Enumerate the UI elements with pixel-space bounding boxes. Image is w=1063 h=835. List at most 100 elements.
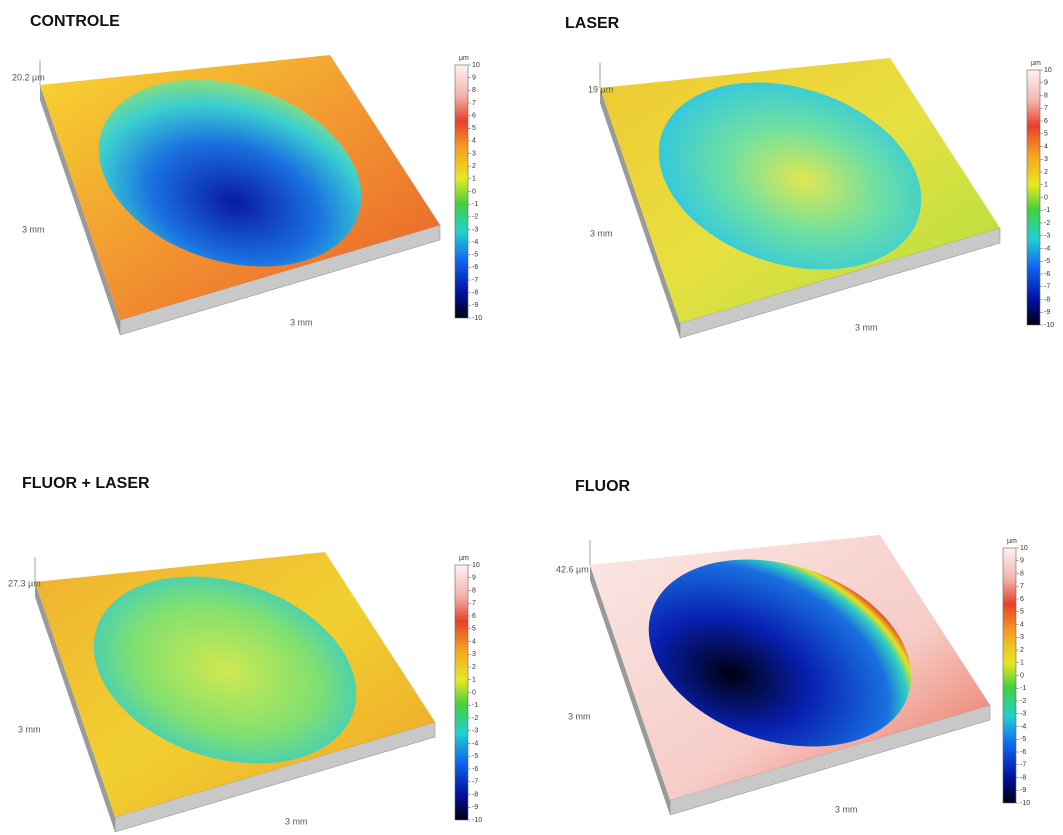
y-axis-label: 3 mm: [22, 224, 45, 234]
colorbar-unit: µm: [1007, 538, 1017, 545]
colorbar-tick-label: 5: [1020, 609, 1024, 616]
colorbar-tick-label: 5: [472, 125, 476, 132]
x-axis-label: 3 mm: [285, 816, 308, 826]
colorbar-tick-label: -6: [1020, 749, 1026, 756]
colorbar-tick-label: -8: [1044, 296, 1050, 303]
colorbar-tick-label: -7: [1020, 762, 1026, 769]
colorbar-tick-label: -5: [1044, 258, 1050, 265]
colorbar-tick-label: 0: [472, 188, 476, 195]
colorbar-tick-label: -6: [472, 766, 478, 773]
colorbar-tick-label: 10: [1044, 67, 1052, 74]
colorbar-tick-label: -4: [472, 239, 478, 246]
colorbar-tick-label: -10: [472, 817, 482, 824]
colorbar-tick-label: 10: [472, 62, 480, 69]
colorbar-tick-label: 0: [1044, 194, 1048, 201]
colorbar-tick-label: 3: [472, 150, 476, 157]
colorbar-tick-label: 3: [1020, 634, 1024, 641]
colorbar-tick-label: -1: [472, 702, 478, 709]
colorbar-tick-label: -2: [472, 214, 478, 221]
colorbar-unit: µm: [459, 55, 469, 62]
colorbar-tick-label: -5: [472, 252, 478, 259]
colorbar-tick-label: 1: [472, 677, 476, 684]
surface-side: [40, 85, 120, 335]
colorbar: [1026, 69, 1041, 326]
colorbar-tick-label: 4: [472, 638, 476, 645]
surface-side: [590, 565, 670, 815]
colorbar-tick-label: 7: [1020, 583, 1024, 590]
crater: [98, 79, 362, 267]
colorbar-tick-label: -9: [472, 302, 478, 309]
colorbar-tick-label: -3: [472, 728, 478, 735]
colorbar-tick-label: -10: [1044, 322, 1054, 329]
colorbar-unit: µm: [459, 555, 469, 562]
colorbar-tick-label: 5: [472, 626, 476, 633]
colorbar-tick-label: 1: [1020, 660, 1024, 667]
colorbar-tick-label: 6: [1044, 118, 1048, 125]
colorbar-tick-label: -1: [1020, 685, 1026, 692]
colorbar-tick-label: -9: [472, 804, 478, 811]
colorbar-tick-label: 3: [472, 651, 476, 658]
colorbar-tick-label: 9: [472, 74, 476, 81]
panel-title: CONTROLE: [30, 13, 120, 30]
colorbar-tick-label: 4: [1044, 143, 1048, 150]
colorbar-tick-label: 4: [1020, 621, 1024, 628]
colorbar-tick-label: 8: [1044, 92, 1048, 99]
colorbar-tick-label: -2: [1044, 220, 1050, 227]
colorbar-tick-label: 7: [472, 100, 476, 107]
colorbar-tick-label: -1: [472, 201, 478, 208]
colorbar-tick-label: -7: [472, 277, 478, 284]
height-label: 42.6 µm: [556, 564, 589, 574]
colorbar-tick-label: -4: [1044, 245, 1050, 252]
colorbar-tick-label: -8: [1020, 774, 1026, 781]
colorbar-tick-label: -10: [472, 315, 482, 322]
surface-side: [669, 704, 991, 816]
colorbar-tick-label: 2: [1044, 169, 1048, 176]
colorbar-tick-label: -3: [1044, 233, 1050, 240]
colorbar-tick-label: 9: [1044, 80, 1048, 87]
colorbar-tick-label: 6: [472, 112, 476, 119]
colorbar-tick-label: -2: [1020, 698, 1026, 705]
colorbar-tick-label: 8: [1020, 570, 1024, 577]
y-axis-label: 3 mm: [18, 724, 41, 734]
colorbar-tick-label: -4: [472, 740, 478, 747]
colorbar-tick-label: 8: [472, 87, 476, 94]
colorbar-tick-label: 2: [1020, 647, 1024, 654]
colorbar: [454, 64, 469, 319]
colorbar-tick-label: -8: [472, 290, 478, 297]
colorbar-tick-label: -7: [1044, 284, 1050, 291]
crater: [648, 559, 912, 747]
colorbar-tick-label: 0: [472, 689, 476, 696]
colorbar-tick-label: 9: [1020, 558, 1024, 565]
colorbar-tick-label: -6: [1044, 271, 1050, 278]
colorbar-tick-label: 8: [472, 587, 476, 594]
colorbar-unit: µm: [1031, 60, 1041, 67]
colorbar-tick-label: 10: [472, 562, 480, 569]
colorbar-tick-label: -5: [472, 753, 478, 760]
surface-side: [600, 88, 680, 338]
crater: [658, 82, 922, 270]
colorbar-tick-label: -8: [472, 791, 478, 798]
x-axis-label: 3 mm: [855, 322, 878, 332]
panel-title: LASER: [565, 15, 620, 32]
colorbar-tick-label: -1: [1044, 207, 1050, 214]
crater: [93, 576, 357, 764]
colorbar-tick-label: -10: [1020, 800, 1030, 807]
colorbar-tick-label: 0: [1020, 672, 1024, 679]
colorbar-tick-label: 7: [472, 600, 476, 607]
colorbar-tick-label: 6: [472, 613, 476, 620]
colorbar-tick-label: 2: [472, 664, 476, 671]
panel-title: FLUOR + LASER: [22, 475, 150, 492]
colorbar-tick-label: -9: [1020, 787, 1026, 794]
height-label: 19 µm: [588, 84, 613, 94]
colorbar-tick-label: -3: [1020, 711, 1026, 718]
height-label: 27.3 µm: [8, 578, 41, 588]
colorbar-tick-label: 2: [472, 163, 476, 170]
colorbar-tick-label: -3: [472, 226, 478, 233]
y-axis-label: 3 mm: [568, 711, 591, 721]
colorbar: [454, 564, 469, 821]
colorbar-tick-label: 1: [472, 176, 476, 183]
colorbar-tick-label: 10: [1020, 545, 1028, 552]
